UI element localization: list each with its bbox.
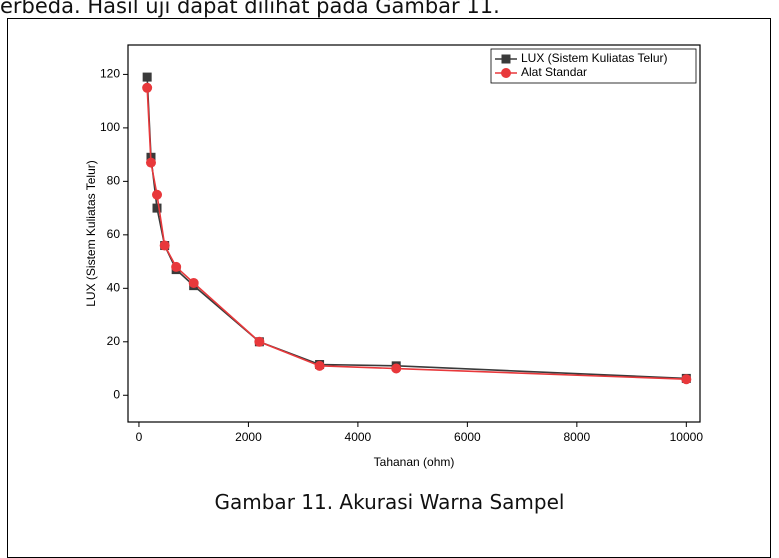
x-tick-label: 10000 bbox=[670, 430, 704, 444]
x-tick-label: 6000 bbox=[454, 430, 481, 444]
legend-label: LUX (Sistem Kuliatas Telur) bbox=[521, 51, 668, 65]
marker bbox=[391, 363, 402, 374]
marker bbox=[159, 240, 170, 251]
x-tick-label: 2000 bbox=[235, 430, 262, 444]
marker bbox=[254, 336, 265, 347]
marker bbox=[188, 277, 199, 288]
legend-box bbox=[490, 48, 697, 84]
chart: 0 20 40 60 80 100 120 0 2000 4000 6000 8000 10000 Tah… bbox=[84, 44, 704, 469]
y-tick-label: 120 bbox=[100, 67, 120, 81]
caption: Gambar 11. Akurasi Warna Sampel bbox=[214, 490, 565, 514]
x-tick-label: 0 bbox=[136, 430, 143, 444]
x-axis-label: Tahanan (ohm) bbox=[374, 455, 455, 469]
marker bbox=[142, 72, 152, 82]
marker bbox=[152, 203, 162, 213]
marker bbox=[171, 261, 182, 272]
marker bbox=[142, 82, 153, 93]
y-tick-label: 60 bbox=[107, 227, 121, 241]
x-tick-label: 8000 bbox=[563, 430, 590, 444]
intro-text: erbeda. Hasil uji dapat dilihat pada Gam… bbox=[0, 0, 500, 18]
plot-frame bbox=[127, 44, 701, 423]
marker bbox=[145, 157, 156, 168]
marker bbox=[501, 54, 511, 64]
marker bbox=[681, 374, 692, 385]
series-line bbox=[146, 77, 687, 380]
y-tick-label: 20 bbox=[107, 334, 121, 348]
y-tick-label: 100 bbox=[100, 120, 120, 134]
y-tick-label: 40 bbox=[107, 280, 121, 294]
x-tick-label: 4000 bbox=[345, 430, 372, 444]
marker bbox=[501, 68, 511, 78]
marker bbox=[152, 189, 163, 200]
marker bbox=[314, 360, 325, 371]
y-tick-label: 0 bbox=[113, 387, 120, 401]
series-line bbox=[146, 87, 687, 381]
y-tick-label: 80 bbox=[107, 174, 121, 188]
legend-label: Alat Standar bbox=[521, 65, 587, 79]
y-axis-label: LUX (Sistem Kuliatas Telur) bbox=[84, 160, 98, 307]
